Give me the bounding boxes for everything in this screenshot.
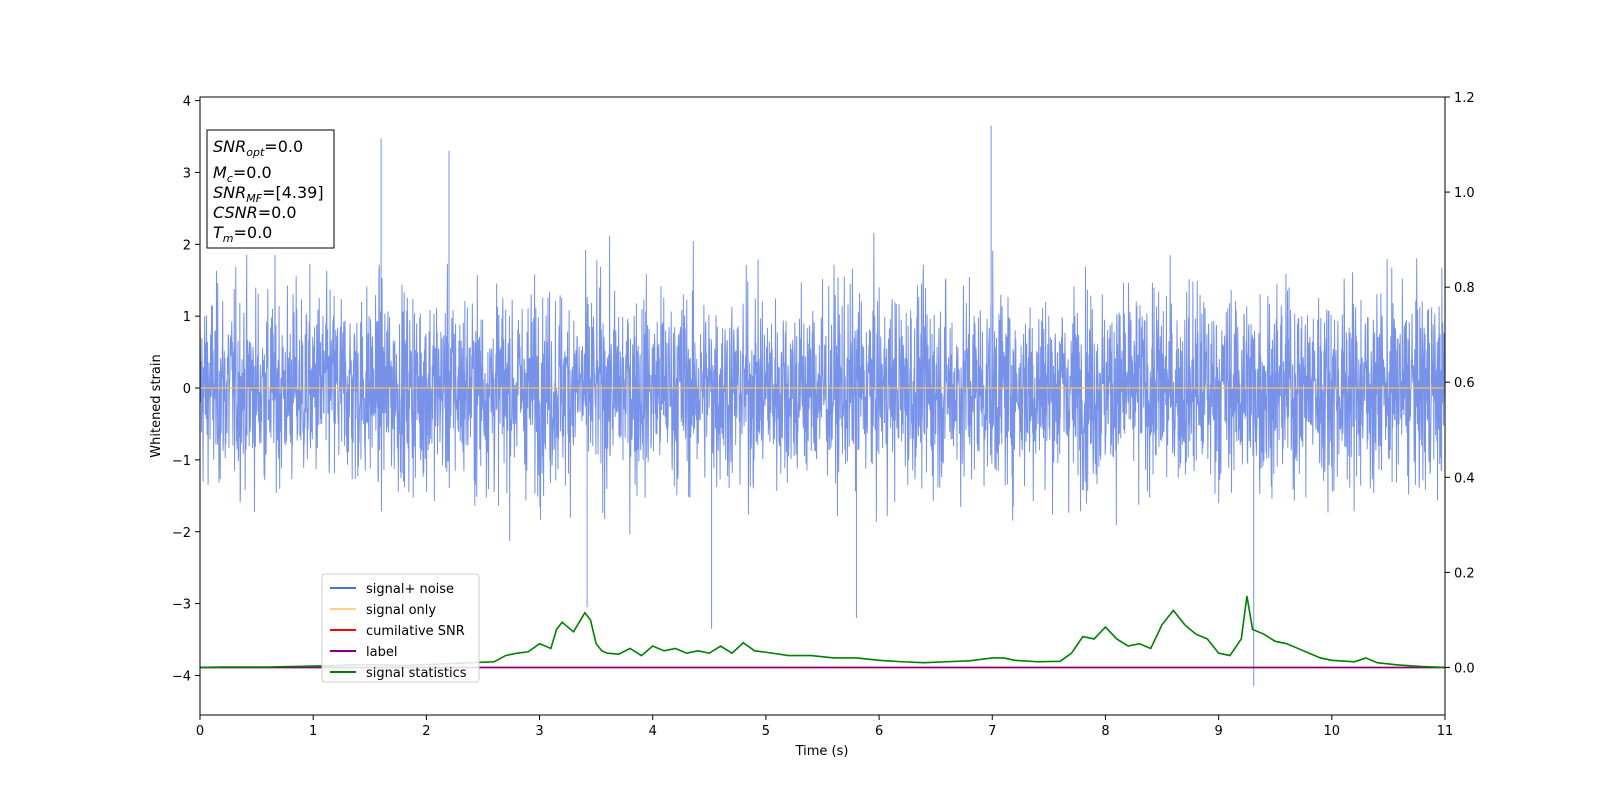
info-symbol: T (213, 223, 224, 242)
y-tick-label: 1 (183, 310, 191, 325)
y2-tick-label: 0.0 (1454, 661, 1475, 676)
y-tick-label: 4 (183, 95, 191, 110)
info-symbol: CSNR (213, 203, 258, 222)
x-tick-label: 4 (649, 724, 657, 739)
info-box-line: SNRopt=0.0 (213, 137, 303, 159)
y-axis-right: 1.2 1.0 0.8 0.6 0.4 0.2 0.0 (1445, 91, 1475, 676)
info-value: =[4.39] (262, 183, 324, 202)
y2-tick-label: 0.6 (1454, 376, 1475, 391)
info-subscript: MF (246, 192, 262, 205)
info-value: =0.0 (258, 203, 297, 222)
series-signal-statistics-line (200, 596, 1445, 669)
legend-entry: label (366, 645, 397, 660)
info-subscript: c (227, 172, 233, 185)
x-axis-label: Time (s) (795, 744, 849, 759)
legend-entry: signal+ noise (366, 582, 454, 597)
legend-entry: cumilative SNR (366, 624, 465, 639)
axes-frame (199, 96, 1446, 716)
x-tick-label: 5 (762, 724, 770, 739)
x-tick-label: 7 (988, 724, 996, 739)
info-symbol: SNR (213, 183, 246, 202)
legend: signal+ noise signal only cumilative SNR la… (321, 573, 480, 683)
x-tick-label: 3 (535, 724, 543, 739)
y-tick-label: −1 (172, 454, 191, 469)
y2-tick-label: 0.8 (1454, 281, 1475, 296)
info-subscript: opt (246, 146, 265, 159)
x-tick-label: 0 (196, 724, 204, 739)
info-value: =0.0 (233, 163, 272, 182)
y-tick-label: 2 (183, 238, 191, 253)
y-tick-label: −2 (172, 526, 191, 541)
info-box-line: CSNR=0.0 (213, 203, 297, 222)
y-axis-label: Whitened strain (149, 354, 164, 457)
info-subscript: m (223, 232, 234, 245)
y2-tick-label: 1.2 (1454, 91, 1475, 106)
y2-tick-label: 1.0 (1454, 186, 1475, 201)
x-tick-label: 2 (422, 724, 430, 739)
x-tick-label: 8 (1101, 724, 1109, 739)
y-tick-label: 3 (183, 166, 191, 181)
legend-entry: signal statistics (366, 666, 467, 681)
info-value: =0.0 (264, 137, 303, 156)
y2-tick-label: 0.2 (1454, 566, 1475, 581)
info-symbol: SNR (213, 137, 246, 156)
series-signal-noise-line (200, 125, 1445, 687)
y-tick-label: −3 (172, 598, 191, 613)
info-box-line: Tm=0.0 (213, 223, 272, 245)
x-tick-label: 1 (309, 724, 317, 739)
x-axis: 0 1 2 3 4 5 6 7 8 9 10 11 (196, 715, 1453, 739)
info-box-line: Mc=0.0 (213, 163, 272, 185)
x-tick-label: 6 (875, 724, 883, 739)
info-box: SNRopt=0.0Mc=0.0SNRMF=[4.39]CSNR=0.0Tm=0… (206, 129, 335, 249)
legend-frame (321, 573, 480, 683)
x-tick-label: 10 (1324, 724, 1341, 739)
info-value: =0.0 (234, 223, 273, 242)
y-tick-label: 0 (183, 382, 191, 397)
legend-entry: signal only (366, 603, 436, 618)
y-axis-left: 4 3 2 1 0 −1 −2 −3 −4 (172, 95, 200, 684)
x-tick-label: 11 (1437, 724, 1454, 739)
x-tick-label: 9 (1214, 724, 1222, 739)
info-box-frame (206, 129, 335, 249)
info-box-line: SNRMF=[4.39] (213, 183, 324, 205)
info-symbol: M (213, 163, 227, 182)
y2-tick-label: 0.4 (1454, 471, 1475, 486)
y-tick-label: −4 (172, 669, 191, 684)
